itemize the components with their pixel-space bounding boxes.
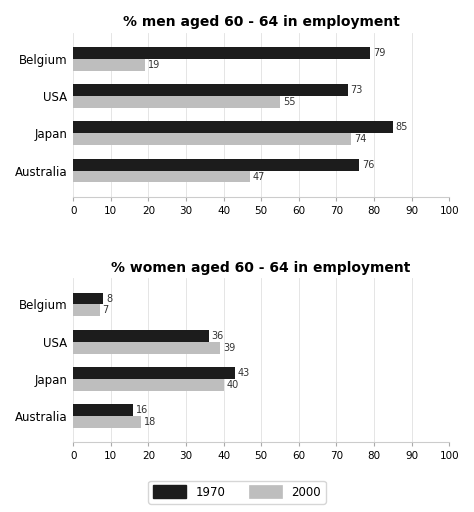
Text: 73: 73 bbox=[351, 85, 363, 95]
Bar bbox=[73, 170, 250, 182]
Bar bbox=[73, 292, 103, 305]
Title: % men aged 60 - 64 in employment: % men aged 60 - 64 in employment bbox=[123, 15, 400, 29]
Bar bbox=[73, 330, 209, 342]
Bar bbox=[73, 96, 280, 108]
Text: 19: 19 bbox=[147, 60, 160, 70]
Text: 47: 47 bbox=[253, 172, 265, 182]
Bar bbox=[73, 47, 370, 59]
Bar bbox=[73, 416, 141, 428]
Text: 76: 76 bbox=[362, 160, 374, 169]
Bar bbox=[73, 305, 100, 316]
Text: 8: 8 bbox=[106, 293, 112, 304]
Text: 43: 43 bbox=[238, 368, 250, 378]
Text: 74: 74 bbox=[355, 134, 367, 144]
Text: 40: 40 bbox=[227, 380, 239, 390]
Bar bbox=[73, 342, 220, 354]
Text: 39: 39 bbox=[223, 343, 235, 353]
Bar bbox=[73, 84, 347, 96]
Text: 55: 55 bbox=[283, 97, 295, 107]
Bar bbox=[73, 59, 145, 71]
Legend: 1970, 2000: 1970, 2000 bbox=[148, 481, 326, 503]
Bar bbox=[73, 379, 224, 391]
Text: 7: 7 bbox=[102, 306, 109, 315]
Text: 36: 36 bbox=[211, 331, 224, 341]
Bar bbox=[73, 121, 393, 134]
Text: 18: 18 bbox=[144, 417, 156, 427]
Text: 85: 85 bbox=[396, 122, 408, 133]
Bar bbox=[73, 134, 351, 145]
Bar bbox=[73, 404, 133, 416]
Title: % women aged 60 - 64 in employment: % women aged 60 - 64 in employment bbox=[111, 261, 411, 274]
Text: 79: 79 bbox=[373, 48, 386, 58]
Bar bbox=[73, 159, 359, 170]
Bar bbox=[73, 367, 235, 379]
Text: 16: 16 bbox=[137, 405, 149, 415]
